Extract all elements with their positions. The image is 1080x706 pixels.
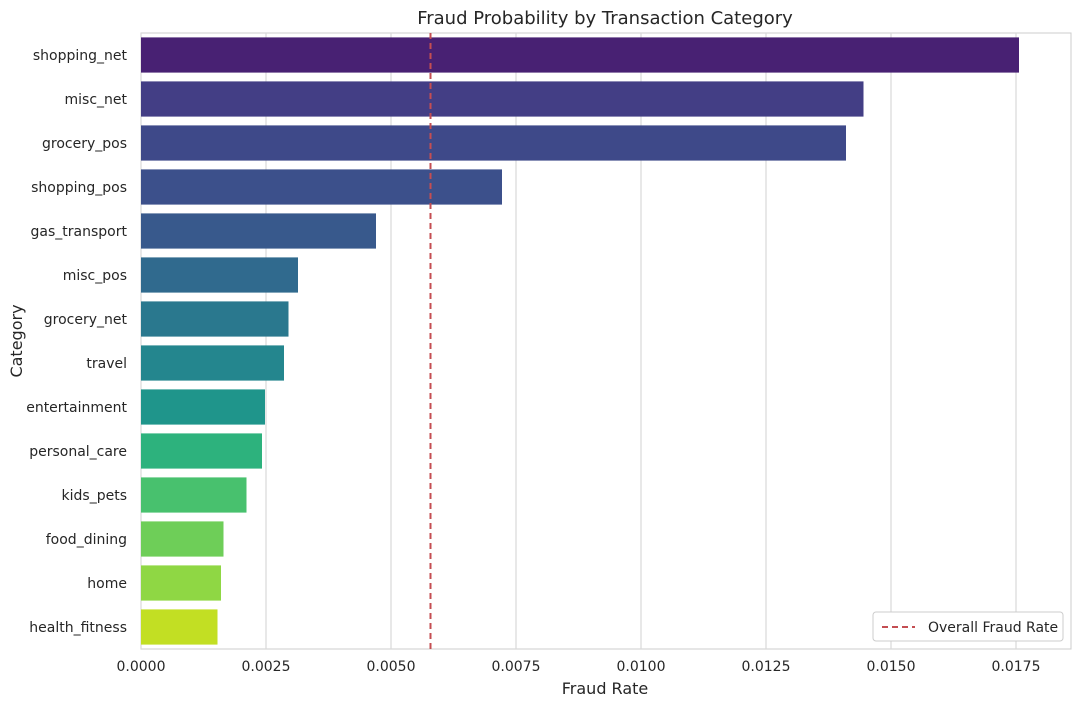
y-tick-label: kids_pets xyxy=(62,488,127,504)
legend-label: Overall Fraud Rate xyxy=(928,620,1058,636)
y-tick-label: food_dining xyxy=(46,532,127,548)
legend: Overall Fraud Rate xyxy=(872,611,1064,642)
y-axis-label: Category xyxy=(7,304,26,377)
y-tick-labels: shopping_net misc_net grocery_pos shopping_… xyxy=(26,48,127,636)
y-tick-label: shopping_pos xyxy=(31,180,127,196)
y-tick-label: personal_care xyxy=(29,444,127,460)
bar-shopping-pos xyxy=(141,169,502,205)
bar-entertainment xyxy=(141,389,265,425)
x-axis-label: Fraud Rate xyxy=(562,679,649,698)
bar-health-fitness xyxy=(141,609,218,645)
y-tick-label: entertainment xyxy=(26,400,127,416)
bar-home xyxy=(141,565,221,601)
y-tick-label: grocery_pos xyxy=(42,136,127,152)
bar-misc-pos xyxy=(141,257,298,293)
bar-food-dining xyxy=(141,521,224,557)
bar-grocery-net xyxy=(141,301,289,337)
bar-grocery-pos xyxy=(141,125,846,161)
plot-area xyxy=(140,32,1072,650)
y-tick-label: grocery_net xyxy=(44,312,128,328)
x-tick-label: 0.0125 xyxy=(742,659,791,675)
bar-kids-pets xyxy=(141,477,247,513)
chart-title: Fraud Probability by Transaction Categor… xyxy=(417,8,793,29)
bar-gas-transport xyxy=(141,213,376,249)
y-tick-label: misc_net xyxy=(65,92,128,108)
x-tick-label: 0.0150 xyxy=(867,659,916,675)
x-tick-label: 0.0025 xyxy=(242,659,291,675)
x-tick-label: 0.0175 xyxy=(992,659,1041,675)
y-tick-label: home xyxy=(87,576,127,592)
bars xyxy=(141,37,1019,645)
bar-travel xyxy=(141,345,284,381)
x-tick-label: 0.0100 xyxy=(617,659,666,675)
y-tick-label: misc_pos xyxy=(63,268,127,284)
y-tick-label: gas_transport xyxy=(31,224,128,240)
legend-box xyxy=(872,611,1064,642)
x-tick-label: 0.0000 xyxy=(117,659,166,675)
y-tick-label: travel xyxy=(86,356,127,372)
bar-shopping-net xyxy=(141,37,1019,73)
bar-misc-net xyxy=(141,81,864,117)
bar-personal-care xyxy=(141,433,262,469)
y-tick-label: health_fitness xyxy=(29,620,127,636)
y-tick-label: shopping_net xyxy=(33,48,128,64)
x-tick-labels: 0.0000 0.0025 0.0050 0.0075 0.0100 0.0125 0.01… xyxy=(117,659,1041,675)
x-tick-label: 0.0050 xyxy=(367,659,416,675)
x-tick-label: 0.0075 xyxy=(492,659,541,675)
